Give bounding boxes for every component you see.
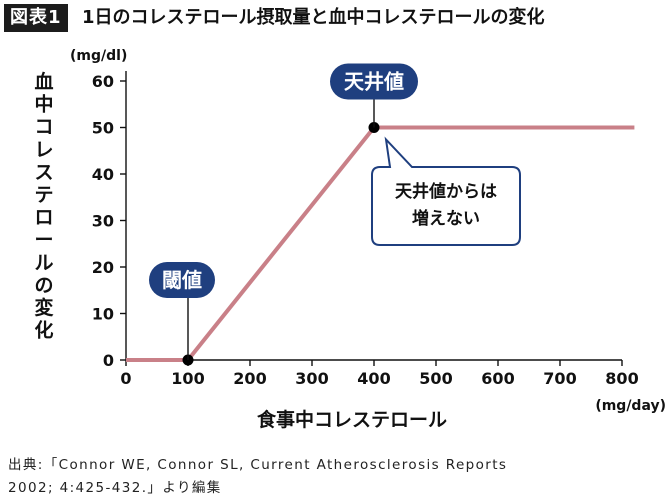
y-tick-label: 0 <box>103 351 114 370</box>
x-axis-label: 食事中コレステロール <box>257 408 447 431</box>
key-point-label: 閾値 <box>149 262 215 298</box>
x-tick-label: 300 <box>295 369 328 388</box>
x-tick-label: 200 <box>233 369 266 388</box>
source-line-2: 2002; 4:425-432.」より編集 <box>8 480 222 496</box>
figure-header: 図表1 1日のコレステロール摂取量と血中コレステロールの変化 <box>0 0 670 36</box>
x-tick-label: 100 <box>171 369 204 388</box>
callout-text-line: 天井値からは <box>395 181 497 202</box>
y-tick-label: 40 <box>92 165 114 184</box>
x-tick-label: 700 <box>543 369 576 388</box>
x-tick-label: 500 <box>419 369 452 388</box>
key-point-label-box <box>149 262 215 298</box>
key-point-label-box <box>330 63 418 100</box>
series-line <box>126 125 635 362</box>
y-tick-label: 30 <box>92 212 114 231</box>
source-note: 出典:「Connor WE, Connor SL, Current Athero… <box>8 454 662 500</box>
y-axis-label: 血中コレステロールの変化 <box>34 70 53 342</box>
x-axis-unit: (mg/day) <box>595 398 666 414</box>
y-tick-label: 10 <box>92 305 114 324</box>
callout-box <box>371 136 521 246</box>
x-tick-label: 800 <box>605 369 638 388</box>
key-point-label-text: 天井値 <box>344 70 404 94</box>
chart-marks <box>126 122 635 366</box>
y-tick-label: 50 <box>92 119 114 138</box>
y-tick-label: 20 <box>92 258 114 277</box>
key-point-label: 天井値 <box>330 63 418 100</box>
callout-text-line: 増えない <box>412 208 480 229</box>
y-axis-unit: (mg/dl) <box>70 48 127 64</box>
x-tick-label: 400 <box>357 369 390 388</box>
key-point-label-text: 閾値 <box>162 268 202 292</box>
source-line-1: 出典:「Connor WE, Connor SL, Current Athero… <box>8 457 508 473</box>
y-tick-label: 60 <box>92 72 114 91</box>
x-tick-label: 600 <box>481 369 514 388</box>
figure-badge: 図表1 <box>4 4 68 32</box>
figure-title: 1日のコレステロール摂取量と血中コレステロールの変化 <box>82 7 545 28</box>
x-tick-label: 0 <box>120 369 131 388</box>
